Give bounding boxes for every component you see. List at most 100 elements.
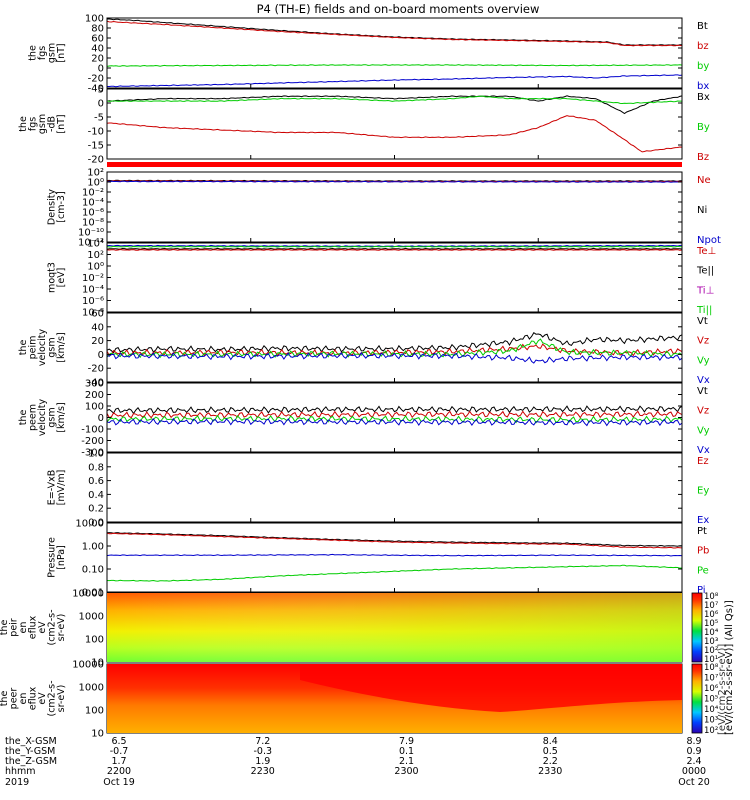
y-tick-label: 10⁻⁸ (82, 308, 104, 319)
y-tick-label: -20 (88, 155, 104, 166)
y-tick-label: 10.00 (75, 519, 104, 530)
y-axis-label-line: -dB (47, 116, 58, 132)
panels-container: 100806040200-20-40thefgsgsm[nT]Btbzbybx5… (0, 14, 721, 740)
legend-entry: Vz (697, 406, 709, 417)
y-tick-label: 20 (91, 54, 104, 65)
legend-entry: Vy (697, 355, 710, 366)
y-tick-label: 10⁰ (87, 178, 104, 189)
x-axis-value: 7.9 (399, 736, 414, 747)
y-axis-label-line: the (18, 340, 29, 356)
y-tick-label: 0 (98, 350, 104, 361)
legend-entry: Vy (697, 425, 710, 436)
legend-entry: Te|| (696, 266, 714, 277)
series-line (106, 532, 683, 547)
electron-spectrogram (107, 664, 682, 733)
y-axis-label-line: the (18, 116, 29, 132)
y-tick-label: 10 (91, 729, 104, 740)
y-tick-label: 100 (85, 635, 104, 646)
y-axis-label-line: eV (37, 692, 48, 705)
x-axis-value: 2.2 (543, 756, 558, 767)
y-tick-label: 1000 (79, 612, 104, 623)
status-bar (107, 162, 682, 167)
legend-entry: Te⊥ (696, 246, 716, 257)
series-line (106, 532, 683, 549)
legend-entry: Ni (697, 205, 707, 216)
y-tick-label: 5 (98, 85, 104, 96)
series-line (106, 115, 683, 153)
colorbar-ion (691, 592, 703, 663)
colorbar-tick-label: 10⁸ (704, 592, 719, 602)
y-tick-label: 1.00 (82, 542, 104, 553)
colorbar-label: [eV/(cm2-s-sr-eV)] (All Qs)] (724, 600, 735, 735)
colorbar-tick-label: 10⁶ (704, 684, 719, 694)
panel-frame (106, 452, 683, 523)
colorbar-label-secondary: [eV/(cm2-s-sr-eV)] (717, 644, 728, 735)
y-tick-label: 10000 (72, 589, 104, 600)
y-axis-label-line: (cm2-s- (47, 680, 58, 716)
x-axis-row-label: the_Y-GSM (5, 746, 55, 757)
x-axis-value: 2.4 (686, 756, 701, 767)
y-tick-label: 300 (85, 379, 104, 390)
y-axis-label-line: (cm2-s- (47, 609, 58, 645)
x-axis-row-label: hhmm (5, 766, 36, 777)
y-tick-label: 0.6 (88, 476, 104, 487)
legend-entry: Pe (697, 565, 709, 576)
y-tick-label: 200 (85, 390, 104, 401)
y-axis-label-line: [mV/m] (56, 470, 67, 506)
y-tick-label: 0.8 (88, 462, 104, 473)
panel-frame (106, 242, 683, 313)
legend-entry: Bx (697, 92, 710, 103)
colorbar-tick-label: 10⁴ (704, 705, 719, 715)
y-tick-label: 10000 (72, 660, 104, 671)
series-line (106, 405, 683, 415)
y-tick-label: -15 (88, 141, 104, 152)
figure-title: P4 (TH-E) fields and on-board moments ov… (257, 2, 540, 16)
colorbar-tick-label: 10⁷ (704, 674, 719, 684)
y-tick-label: 10² (87, 168, 104, 179)
legend-entry: bz (697, 41, 709, 52)
ion-spectrogram (107, 593, 682, 662)
y-axis-label-line: sr-eV) (56, 614, 67, 642)
y-tick-label: 40 (91, 44, 104, 55)
colorbar-tick-label: 10⁶ (704, 610, 719, 620)
y-tick-label: -300 (81, 448, 104, 459)
series-line (106, 414, 683, 424)
panel-frame (106, 312, 683, 383)
panel-8: 10.00 1.00 0.10 0.01 Pressure[nPa] Pt Pb Pe Pi (47, 519, 710, 599)
y-axis-label-line: peem (28, 404, 39, 431)
y-tick-label: 0 (98, 99, 104, 110)
y-tick-label: 0 (98, 413, 104, 424)
series-line (106, 247, 683, 250)
y-tick-label: 60 (91, 309, 104, 320)
series-line (106, 95, 682, 105)
y-tick-label: 20 (91, 336, 104, 347)
legend-entry: Ne (697, 175, 711, 186)
y-axis-label-line: gsm (47, 337, 58, 357)
colorbar-tick-label: 10³ (704, 716, 718, 726)
y-axis-label-line: velocity (37, 399, 48, 437)
electron-spectrogram-core (300, 664, 682, 712)
x-axis-value: -0.7 (110, 746, 129, 757)
x-axis-table: the_X-GSMthe_Y-GSMthe_Z-GSMhhmm20196.5-0… (5, 736, 710, 788)
y-axis-label-line: the (18, 410, 29, 426)
x-axis-value: 0.5 (543, 746, 558, 757)
y-axis-label-line: sr-eV) (56, 685, 67, 713)
legend-entry: Bt (697, 21, 708, 32)
y-axis-label-line: gsm (47, 407, 58, 427)
x-axis-value: Oct 19 (103, 777, 135, 788)
y-axis-label-line: [km/s] (56, 332, 67, 362)
y-axis-label-line: E=-VxB (47, 470, 58, 505)
y-tick-label: 10⁻⁴ (82, 198, 104, 209)
series-line (106, 343, 683, 357)
legend-entry: bx (697, 81, 709, 92)
y-axis-label-line: the (0, 691, 10, 707)
ion-spectrogram-overlay (107, 593, 682, 662)
legend-entry: Npot (697, 235, 721, 246)
y-axis-label-line: fgs (28, 117, 39, 131)
y-axis-label-line: [nPa] (56, 545, 67, 570)
y-tick-label: 10² (87, 250, 104, 261)
y-tick-label: 10⁰ (87, 262, 104, 273)
